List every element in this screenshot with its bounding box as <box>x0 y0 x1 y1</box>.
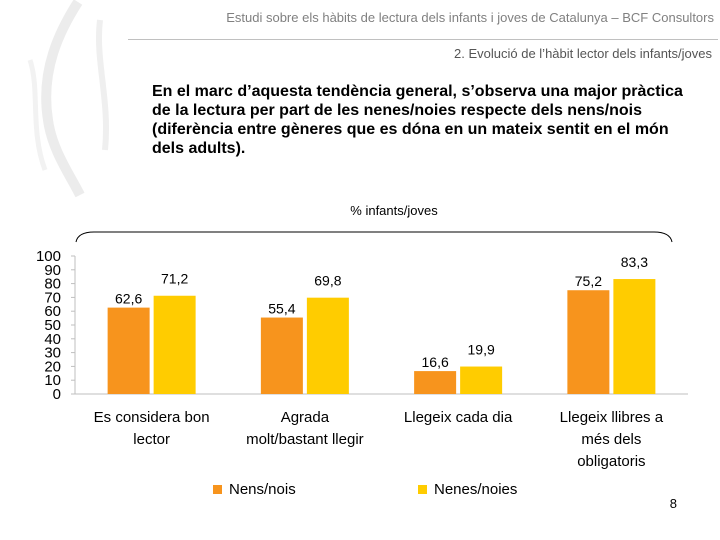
bar-nens-0 <box>107 307 150 394</box>
legend-label-nens: Nens/nois <box>229 481 296 498</box>
x-tick-label: Llegeix llibres a <box>560 409 664 426</box>
data-label: 16,6 <box>422 354 449 370</box>
data-label: 55,4 <box>268 301 295 317</box>
legend-swatch-nenes <box>418 485 427 494</box>
bar-nenes-3 <box>613 279 656 394</box>
y-tick-label: 70 <box>44 289 61 306</box>
quill-decoration <box>27 0 110 198</box>
x-tick-label: molt/bastant llegir <box>246 431 364 448</box>
lead-paragraph: En el marc d’aquesta tendència general, … <box>152 83 683 157</box>
section-title: 2. Evolució de l’hàbit lector dels infan… <box>454 46 712 61</box>
page-number: 8 <box>669 496 677 511</box>
data-label: 62,6 <box>115 291 142 307</box>
legend-swatch-nens <box>213 485 222 494</box>
bar-nens-1 <box>260 317 303 394</box>
chart-bracket <box>75 231 673 243</box>
data-label: 19,9 <box>468 342 495 358</box>
x-tick-label: lector <box>133 431 170 448</box>
y-tick-label: 90 <box>44 262 61 279</box>
bar-nenes-1 <box>306 297 349 394</box>
y-tick-label: 20 <box>44 358 61 375</box>
header-divider <box>128 39 718 40</box>
y-tick-label: 0 <box>53 386 61 403</box>
y-tick-label: 40 <box>44 331 61 348</box>
y-tick-label: 10 <box>44 372 61 389</box>
x-tick-label: Es considera bon <box>94 409 210 426</box>
bar-nenes-2 <box>460 366 503 394</box>
bar-nens-2 <box>414 371 457 394</box>
chart-unit-label: % infants/joves <box>350 203 438 218</box>
y-tick-label: 50 <box>44 317 61 334</box>
y-tick-label: 60 <box>44 303 61 320</box>
x-tick-label: Agrada <box>281 409 330 426</box>
legend-label-nenes: Nenes/noies <box>434 481 517 498</box>
y-tick-label: 30 <box>44 345 61 362</box>
bar-nens-3 <box>567 290 610 394</box>
report-title: Estudi sobre els hàbits de lectura dels … <box>226 10 714 25</box>
data-label: 71,2 <box>161 271 188 287</box>
bar-nenes-0 <box>153 295 196 394</box>
y-tick-label: 100 <box>36 248 61 265</box>
x-tick-label: obligatoris <box>577 453 645 470</box>
data-label: 83,3 <box>621 254 648 270</box>
x-tick-label: més dels <box>581 431 641 448</box>
data-label: 75,2 <box>575 273 602 289</box>
x-tick-label: Llegeix cada dia <box>404 409 513 426</box>
y-tick-label: 80 <box>44 276 61 293</box>
data-label: 69,8 <box>314 273 341 289</box>
